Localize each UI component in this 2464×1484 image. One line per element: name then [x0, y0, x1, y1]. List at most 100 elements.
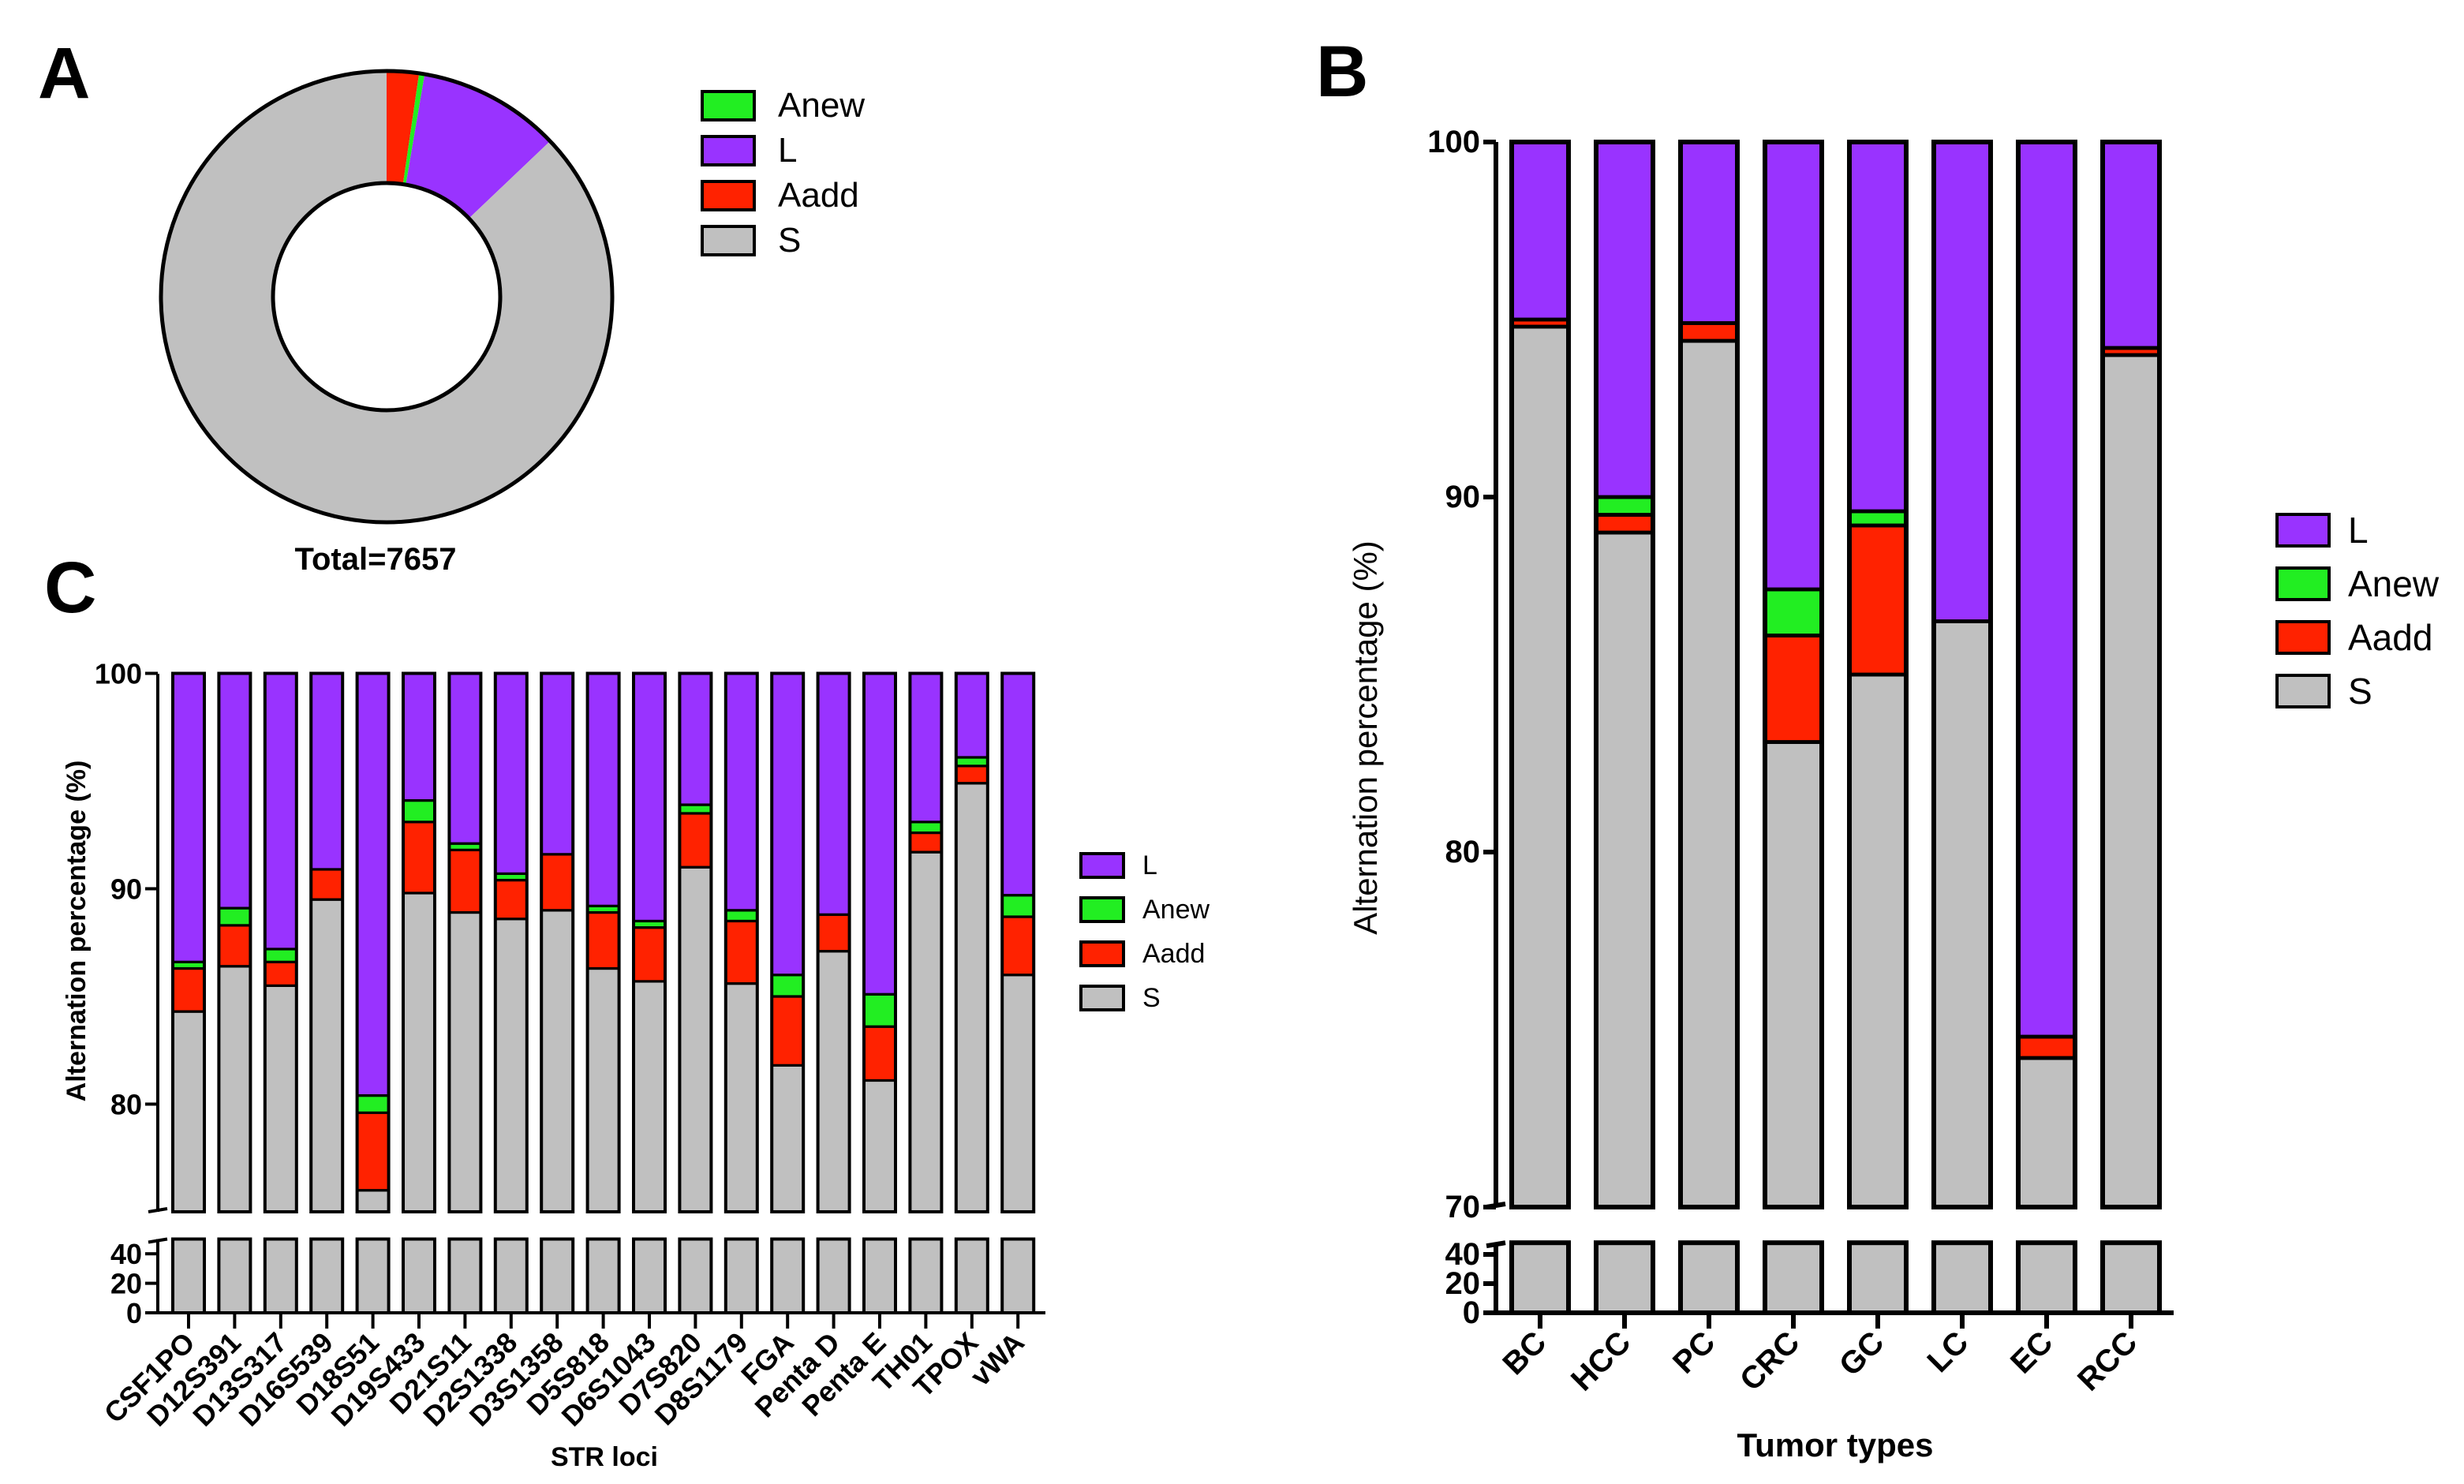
- c-bar-segment-s-csf1po: [171, 1010, 206, 1213]
- b-x-tick-label-bc: BC: [1496, 1325, 1553, 1381]
- b-y-axis-title: Alternation percentage (%): [1347, 540, 1384, 935]
- c-bar-segment-l-d7s820: [678, 671, 713, 806]
- c-bar-segment-aadd-d16s539: [309, 868, 344, 901]
- c-legend-swatch-l: [1079, 852, 1125, 879]
- c-bar-segment-aadd-d5s818: [585, 910, 621, 970]
- c-bar-segment-l-d12s391: [217, 671, 252, 910]
- b-x-tick-label-ec: EC: [2004, 1325, 2059, 1380]
- c-bar-segment-aadd-d6s1043: [632, 926, 667, 983]
- b-bar-segment-s-hcc: [1594, 530, 1655, 1209]
- c-bar-outline-tpox: [954, 671, 989, 1213]
- c-bar-segment-l-d5s818: [585, 671, 621, 907]
- c-bar-segment-l-d19s433: [402, 671, 436, 802]
- c-y-tick-label: 100: [95, 658, 142, 690]
- b-bar-outline-bc: [1509, 140, 1571, 1209]
- c-bar-segment-aadd-d7s820: [678, 812, 713, 869]
- c-bar-lower-s-d19s433: [402, 1237, 436, 1314]
- c-bar-segment-l-d2s1338: [494, 671, 529, 875]
- c-axis-break-mark: [148, 1207, 168, 1213]
- b-bar-outline-ec: [2016, 140, 2077, 1209]
- donut-inner-ring: [271, 181, 503, 413]
- c-bar-outline-csf1po: [171, 671, 206, 1213]
- b-legend-label-aadd: Aadd: [2348, 617, 2432, 658]
- b-bar-segment-anew-gc: [1847, 509, 1909, 528]
- c-bar-segment-aadd-d3s1358: [540, 853, 574, 912]
- c-bar-segment-aadd-penta-d: [816, 913, 851, 953]
- c-bar-segment-aadd-d21s11: [447, 848, 483, 914]
- donut-chart-a: [159, 69, 615, 525]
- c-bar-outline-d7s820: [678, 671, 713, 1213]
- b-bar-segment-s-crc: [1763, 740, 1824, 1209]
- donut-slice-aadd: [387, 71, 420, 185]
- c-bar-outline-d12s391: [217, 671, 252, 1213]
- c-bar-segment-l-d18s51: [356, 671, 391, 1097]
- c-y-axis-title: Alternation percentage (%): [62, 761, 92, 1102]
- b-bar-outline-lc: [1931, 140, 1993, 1209]
- b-bar-lower-s-rcc: [2100, 1240, 2162, 1315]
- c-bar-segment-anew-d18s51: [356, 1093, 391, 1115]
- c-bar-segment-s-d8s1179: [724, 982, 759, 1213]
- b-bar-segment-aadd-ec: [2016, 1034, 2077, 1060]
- stacked-bar-chart-c: 809010002040CSF1POD12S391D13S317D16S539D…: [95, 658, 1045, 1433]
- c-bar-lower-s-csf1po: [171, 1237, 206, 1314]
- c-bar-outline-d16s539: [309, 671, 345, 1213]
- b-legend-swatch-anew: [2275, 566, 2331, 601]
- b-bar-segment-s-gc: [1847, 672, 1909, 1209]
- c-bar-outline-th01: [908, 671, 944, 1213]
- c-bar-segment-l-csf1po: [171, 671, 206, 963]
- c-y-tick-label: 20: [110, 1268, 142, 1300]
- c-bar-outline-d19s433: [402, 671, 436, 1213]
- c-bar-lower-s-d2s1338: [493, 1237, 529, 1314]
- donut-outer-ring: [159, 69, 615, 525]
- c-bar-outline-d5s818: [585, 671, 621, 1213]
- legend-label-s: S: [778, 221, 801, 260]
- b-bar-segment-aadd-crc: [1763, 634, 1824, 744]
- c-bar-segment-aadd-d8s1179: [724, 919, 759, 985]
- c-bar-segment-aadd-fga: [770, 995, 805, 1067]
- c-bar-lower-s-d3s1358: [540, 1237, 575, 1314]
- c-bar-segment-s-d18s51: [356, 1189, 391, 1213]
- c-legend-label-aadd: Aadd: [1142, 939, 1205, 969]
- b-y-tick-label: 90: [1445, 480, 1481, 514]
- c-x-axis-title: STR loci: [551, 1442, 658, 1472]
- c-y-tick-label: 40: [110, 1238, 142, 1270]
- c-y-tick-label: 90: [110, 873, 142, 906]
- c-bar-segment-anew-penta-e: [862, 992, 897, 1028]
- c-bar-segment-s-d6s1043: [632, 980, 667, 1213]
- b-x-axis-title: Tumor types: [1737, 1426, 1934, 1463]
- b-x-tick-label-pc: PC: [1666, 1325, 1722, 1380]
- c-legend-swatch-aadd: [1079, 940, 1125, 967]
- c-bar-outline-d8s1179: [723, 671, 759, 1213]
- c-bar-segment-anew-d12s391: [217, 906, 252, 927]
- b-x-tick-label-lc: LC: [1921, 1325, 1976, 1379]
- c-legend-swatch-anew: [1079, 896, 1125, 923]
- c-bar-segment-l-fga: [770, 671, 805, 977]
- b-bar-segment-l-crc: [1763, 140, 1824, 592]
- c-bar-segment-l-d16s539: [309, 671, 344, 871]
- b-x-tick-label-crc: CRC: [1733, 1325, 1806, 1397]
- c-bar-outline-d18s51: [355, 671, 391, 1213]
- c-bar-segment-aadd-th01: [908, 831, 944, 854]
- c-bar-segment-s-d16s539: [309, 898, 344, 1213]
- b-y-tick-label: 100: [1427, 125, 1480, 159]
- b-bar-segment-l-ec: [2016, 140, 2077, 1039]
- panel-label-b: B: [1316, 32, 1368, 112]
- b-bar-segment-l-hcc: [1594, 140, 1655, 499]
- c-bar-lower-s-d13s317: [263, 1237, 298, 1314]
- b-bar-segment-anew-hcc: [1594, 495, 1655, 517]
- c-bar-segment-anew-vwa: [1000, 894, 1035, 918]
- c-bar-segment-s-d2s1338: [494, 918, 529, 1213]
- c-bar-segment-l-d6s1043: [632, 671, 667, 923]
- legend-swatch-s: [701, 225, 756, 256]
- c-bar-segment-s-d13s317: [264, 984, 298, 1213]
- b-bar-segment-l-bc: [1509, 140, 1571, 322]
- c-bar-lower-s-d21s11: [447, 1237, 483, 1314]
- c-bar-segment-s-d7s820: [678, 865, 713, 1213]
- b-bar-segment-aadd-pc: [1678, 321, 1740, 343]
- c-bar-lower-s-penta-e: [862, 1237, 897, 1314]
- c-bar-segment-s-d3s1358: [540, 909, 574, 1213]
- c-bar-segment-s-d21s11: [447, 910, 483, 1213]
- c-bar-segment-anew-tpox: [955, 756, 989, 768]
- b-bar-segment-aadd-hcc: [1594, 513, 1655, 535]
- b-bar-lower-s-lc: [1931, 1240, 1993, 1315]
